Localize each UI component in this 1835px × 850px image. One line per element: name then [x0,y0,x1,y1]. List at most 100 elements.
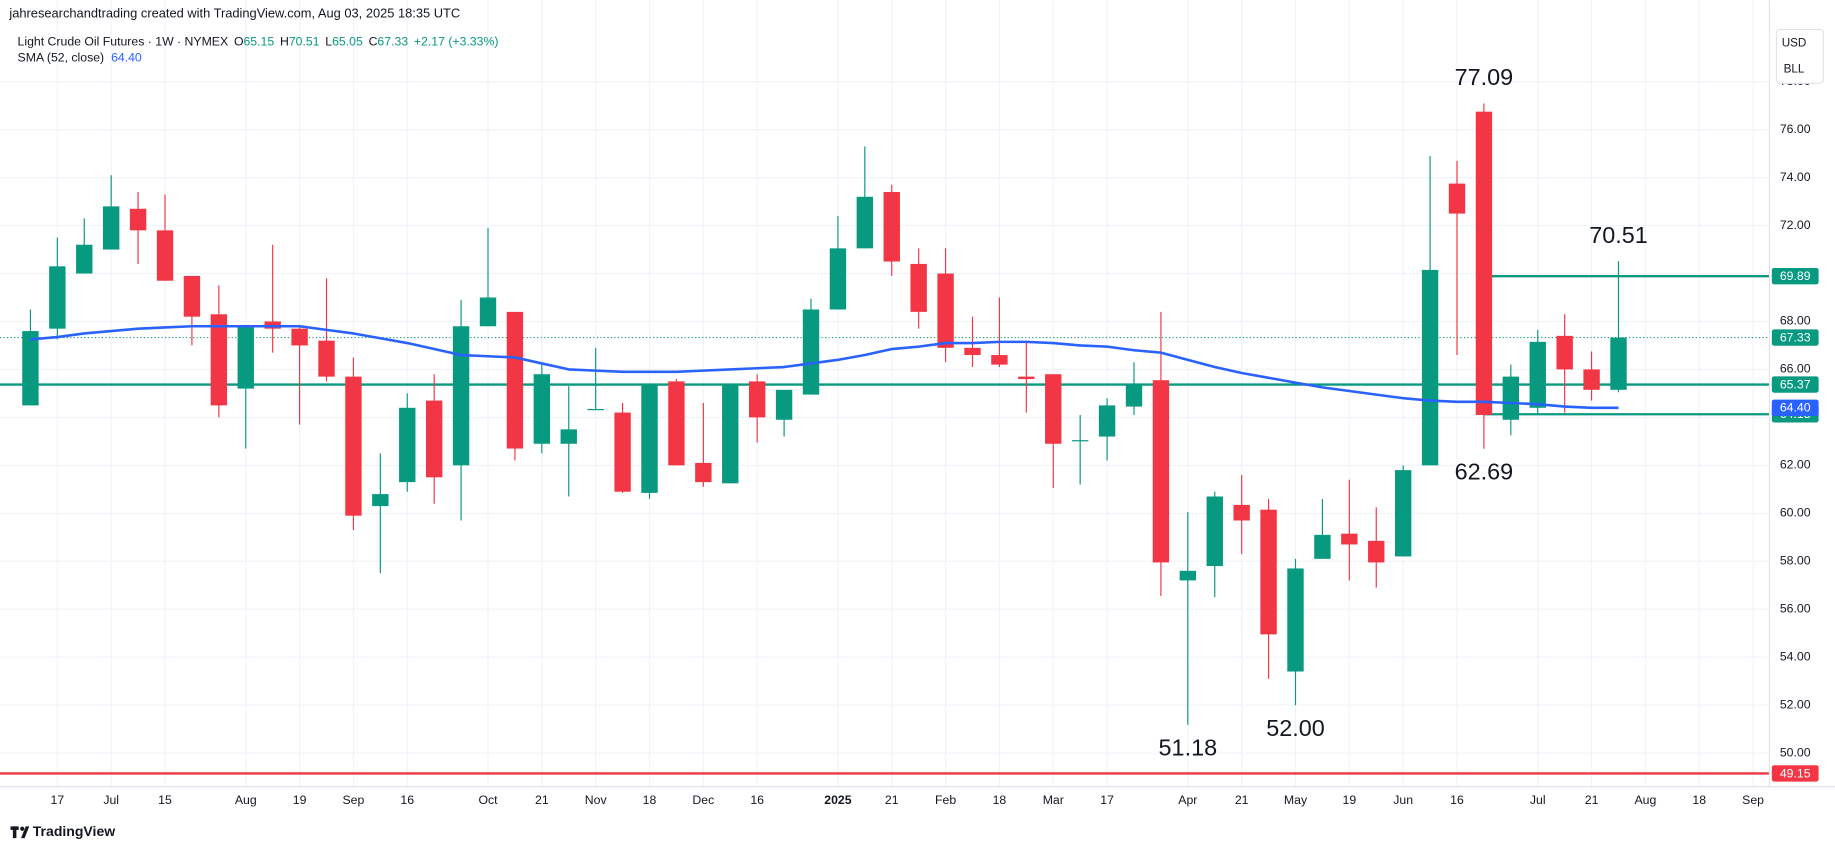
price-label: 65.37 [1780,377,1811,391]
candle-body [1610,337,1627,390]
candle-body [937,273,954,348]
legend-sma-name: SMA (52, close) [18,51,105,65]
y-tick-label: 60.00 [1780,506,1811,520]
candle-body [1421,269,1439,466]
candle-body [1448,183,1466,214]
candle-body [479,297,497,327]
unit: BLL [1784,62,1805,75]
currency: USD [1782,37,1807,50]
candle-body [883,191,900,262]
currency-box[interactable] [1775,28,1824,84]
grid [0,0,1770,787]
x-tick-label: Nov [585,793,608,807]
price-label-box [1771,376,1819,393]
price-label-box [1771,765,1819,782]
candle-body [856,196,874,249]
legend-ohlc: Light Crude Oil Futures · 1W · NYMEX O65… [18,35,499,49]
candle-body [1341,533,1358,545]
candle-body [614,412,631,492]
x-tick-label: Jun [1393,793,1413,807]
candle-body [1583,369,1600,390]
price-label: 64.40 [1780,401,1811,415]
x-tick-label: Feb [935,793,956,807]
candle-body [1098,405,1116,437]
x-tick-label: 18 [993,793,1007,807]
x-tick-label: Dec [692,793,714,807]
candle-body [1125,385,1143,407]
footer-logo [10,826,30,839]
candle-body [1260,509,1277,635]
candle-body [76,244,93,274]
legend-letter: C [369,35,378,49]
plot-area [0,103,1770,775]
x-tick-label: 15 [158,793,172,807]
candle-body [964,347,981,356]
candle-body [1475,111,1493,415]
candle-body [129,208,147,231]
candle-body [210,314,228,406]
candle-body [668,381,685,466]
candle-body [345,376,362,516]
candle-body [587,408,604,411]
candle-body [1368,540,1385,563]
candle-body [1529,341,1546,408]
candle-body [802,309,820,395]
x-tick-label: 16 [1450,793,1464,807]
candle-body [1233,504,1250,521]
x-tick-label: Aug [1635,793,1657,807]
y-tick-label: 58.00 [1780,553,1811,567]
candle-body [425,400,443,478]
x-tick-label: 21 [885,793,899,807]
x-tick-label: 21 [535,793,549,807]
y-tick-label: 74.00 [1780,170,1811,184]
x-tick-label: Jul [103,793,119,807]
footer-brand: TradingView [33,823,115,839]
x-tick-label: 18 [1692,793,1706,807]
x-tick-label: 19 [1343,793,1357,807]
candle-body [1179,570,1197,581]
x-tick-label: Oct [478,793,498,807]
legend-letter: H [280,35,289,49]
y-tick-label: 56.00 [1780,601,1811,615]
candle-body [452,326,470,466]
legend-change: +2.17 (+3.33%) [414,35,499,49]
candle-body [399,407,416,483]
price-annotation: 52.00 [1266,715,1325,741]
candle-body [1018,376,1035,380]
candle-body [1206,496,1223,567]
x-tick-label: 2025 [824,793,851,807]
candle-body [1556,335,1573,370]
candle-body [156,230,174,281]
x-tick-label: 18 [643,793,657,807]
x-tick-label: Sep [1742,793,1764,807]
candle-body [775,389,793,420]
x-tick-label: 19 [293,793,307,807]
x-tick-label: Mar [1043,793,1064,807]
candle-body [1071,440,1089,442]
x-tick-label: 21 [1235,793,1249,807]
legend-sma-value: 64.40 [111,51,142,65]
price-label: 67.33 [1780,330,1811,344]
y-tick-label: 54.00 [1780,649,1811,663]
price-annotation: 51.18 [1159,735,1218,761]
x-tick-label: 21 [1585,793,1599,807]
candle-body [533,374,551,444]
x-tick-label: 17 [1100,793,1114,807]
candle-body [102,206,120,250]
x-tick-label: Sep [343,793,365,807]
x-tick-label: Aug [235,793,257,807]
candle-body [829,248,847,310]
legend-letter: L [325,35,332,49]
candle-body [1287,568,1304,672]
x-tick-label: 16 [750,793,764,807]
y-tick-label: 66.00 [1780,362,1811,376]
y-tick-label: 62.00 [1780,458,1811,472]
candle-body [1394,470,1412,557]
price-label: 69.89 [1780,269,1811,283]
x-tick-label: Jul [1530,793,1546,807]
legend-close: 67.33 [377,35,408,49]
price-label-box [1771,329,1819,346]
x-tick-label: Apr [1178,793,1197,807]
